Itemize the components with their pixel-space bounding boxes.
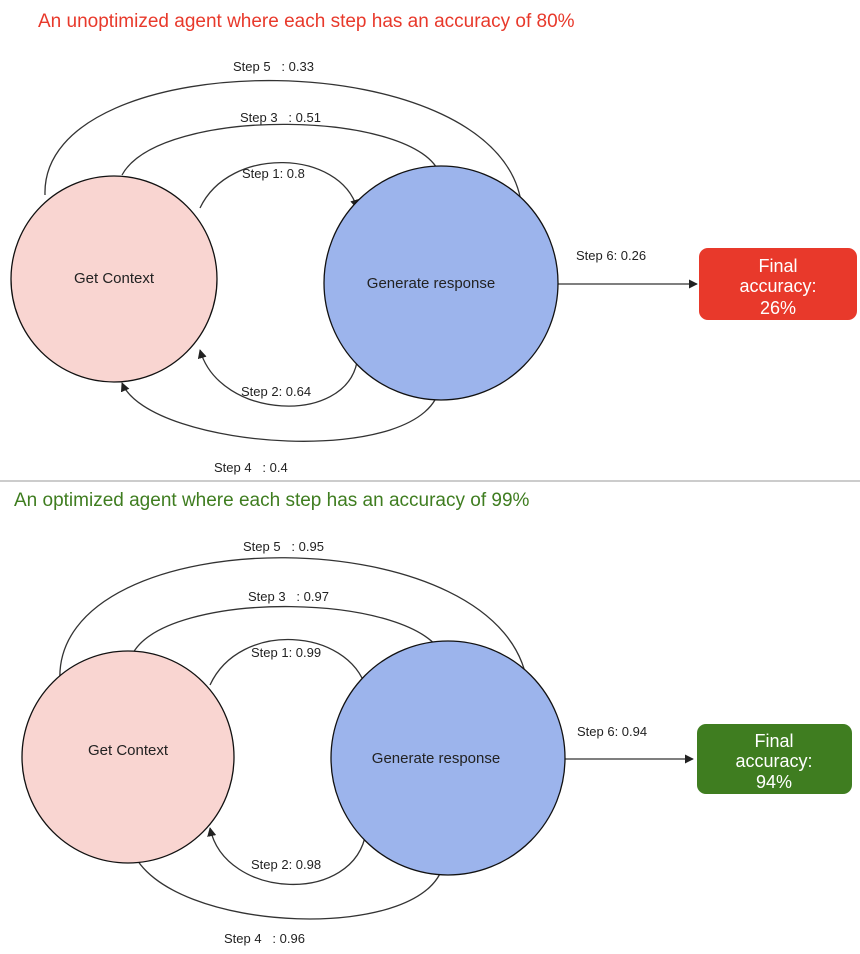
- edge-step5: [59, 557, 532, 691]
- node-generate-response: [330, 640, 566, 876]
- panel-optimized: An optimized agent where each step has a…: [14, 490, 852, 946]
- panel-title: An optimized agent where each step has a…: [14, 490, 530, 511]
- edge-step4: [120, 382, 441, 442]
- result-line-3: 94%: [756, 772, 792, 792]
- edge-step2: [197, 349, 358, 407]
- step5-label: Step 5 : 0.33: [233, 59, 314, 74]
- step6-label: Step 6: 0.94: [577, 724, 647, 739]
- step1-label: Step 1: 0.99: [251, 645, 321, 660]
- node-generate-response: [323, 165, 559, 401]
- result-line-2: accuracy:: [735, 751, 812, 771]
- edge-step3: [121, 123, 442, 176]
- result-line-1: Final: [754, 731, 793, 751]
- step4-label: Step 4 : 0.4: [214, 460, 288, 475]
- edge-step5: [44, 79, 526, 211]
- step3-label: Step 3 : 0.97: [248, 589, 329, 604]
- node-generate-response-label: Generate response: [372, 750, 500, 767]
- step5-label: Step 5 : 0.95: [243, 539, 324, 554]
- step2-label: Step 2: 0.98: [251, 857, 321, 872]
- step2-label: Step 2: 0.64: [241, 384, 311, 399]
- edge-step4: [130, 849, 445, 920]
- result-line-1: Final: [758, 256, 797, 276]
- step1-label: Step 1: 0.8: [242, 166, 305, 181]
- result-line-2: accuracy:: [739, 276, 816, 296]
- result-box: [697, 724, 852, 794]
- node-get-context: [10, 175, 218, 383]
- node-get-context-label: Get Context: [74, 270, 155, 287]
- result-line-3: 26%: [760, 298, 796, 318]
- step4-label: Step 4 : 0.96: [224, 931, 305, 946]
- step3-label: Step 3 : 0.51: [240, 110, 321, 125]
- edge-step3: [131, 605, 446, 659]
- edge-step1: [199, 161, 360, 209]
- panel-title: An unoptimized agent where each step has…: [38, 11, 575, 32]
- step6-label: Step 6: 0.26: [576, 248, 646, 263]
- panel-unoptimized: An unoptimized agent where each step has…: [10, 11, 857, 475]
- node-generate-response-label: Generate response: [367, 275, 495, 292]
- edge-step1: [209, 638, 368, 689]
- node-get-context: [21, 650, 235, 864]
- node-get-context-label: Get Context: [88, 742, 169, 759]
- result-box: [699, 248, 857, 320]
- edge-step2: [207, 827, 367, 886]
